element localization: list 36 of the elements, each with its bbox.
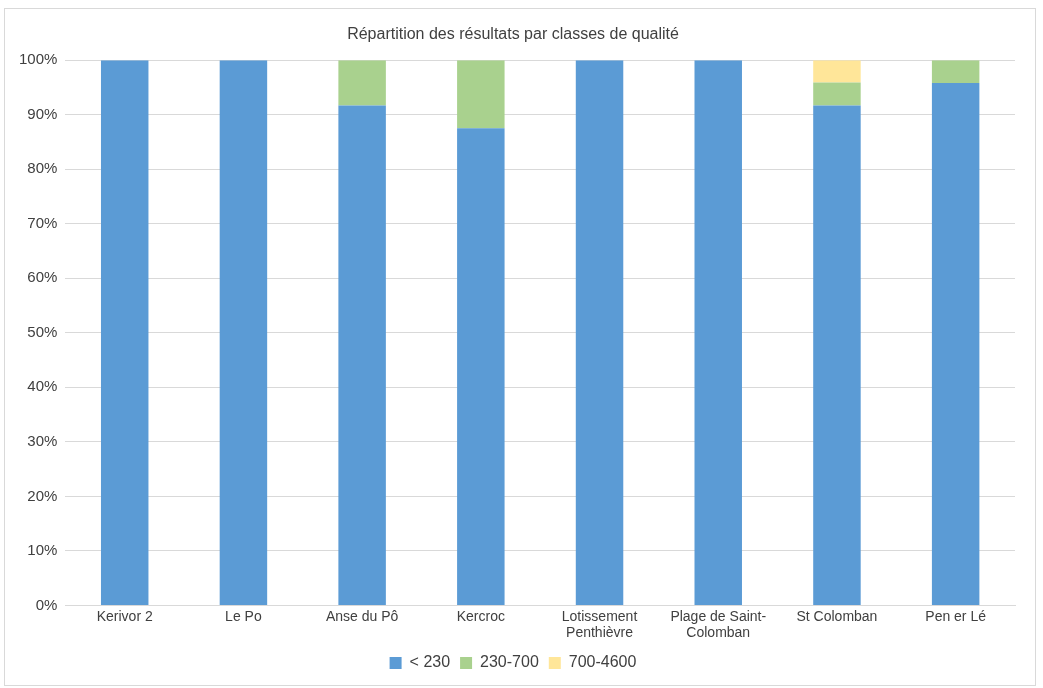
x-tick-label: Plage de Saint-Colomban	[670, 607, 767, 641]
bar	[457, 128, 505, 605]
bar	[100, 60, 149, 605]
legend-label: 700-4600	[568, 653, 637, 671]
x-tick-label: Lotissement Penthièvre	[561, 607, 638, 641]
y-tick-label: 100%	[18, 50, 58, 68]
legend-label: < 230	[409, 653, 451, 671]
legend-label: 230-700	[480, 653, 539, 671]
y-tick-label: 30%	[27, 431, 58, 449]
bar	[694, 60, 742, 605]
x-tick-label: Kerivor 2	[96, 607, 153, 624]
x-tick-label: Pen er Lé	[925, 607, 987, 624]
y-tick-label: 50%	[27, 322, 58, 340]
y-tick-label: 70%	[27, 213, 58, 231]
bar	[813, 105, 861, 605]
y-tick-label: 60%	[27, 268, 58, 286]
x-tick-label: Kercroc	[456, 607, 505, 624]
x-tick-label: St Colomban	[796, 607, 878, 624]
bar	[931, 60, 980, 84]
y-tick-label: 80%	[27, 159, 58, 177]
bar	[813, 60, 861, 83]
y-tick-label: 0%	[35, 595, 58, 613]
bar	[338, 105, 386, 605]
bar	[575, 60, 624, 605]
x-tick-label: Anse du Pô	[325, 607, 399, 624]
x-tick-label: Le Po	[225, 607, 262, 624]
y-tick-label: 40%	[27, 377, 58, 395]
y-tick-label: 10%	[27, 541, 58, 559]
chart-title: Répartition des résultats par classes de qualité	[347, 25, 679, 43]
bar	[219, 60, 268, 605]
y-tick-label: 90%	[27, 104, 58, 122]
y-tick-label: 20%	[27, 486, 58, 504]
bar	[457, 60, 505, 129]
bar	[338, 60, 386, 106]
bar	[813, 82, 861, 106]
bar	[931, 83, 980, 605]
